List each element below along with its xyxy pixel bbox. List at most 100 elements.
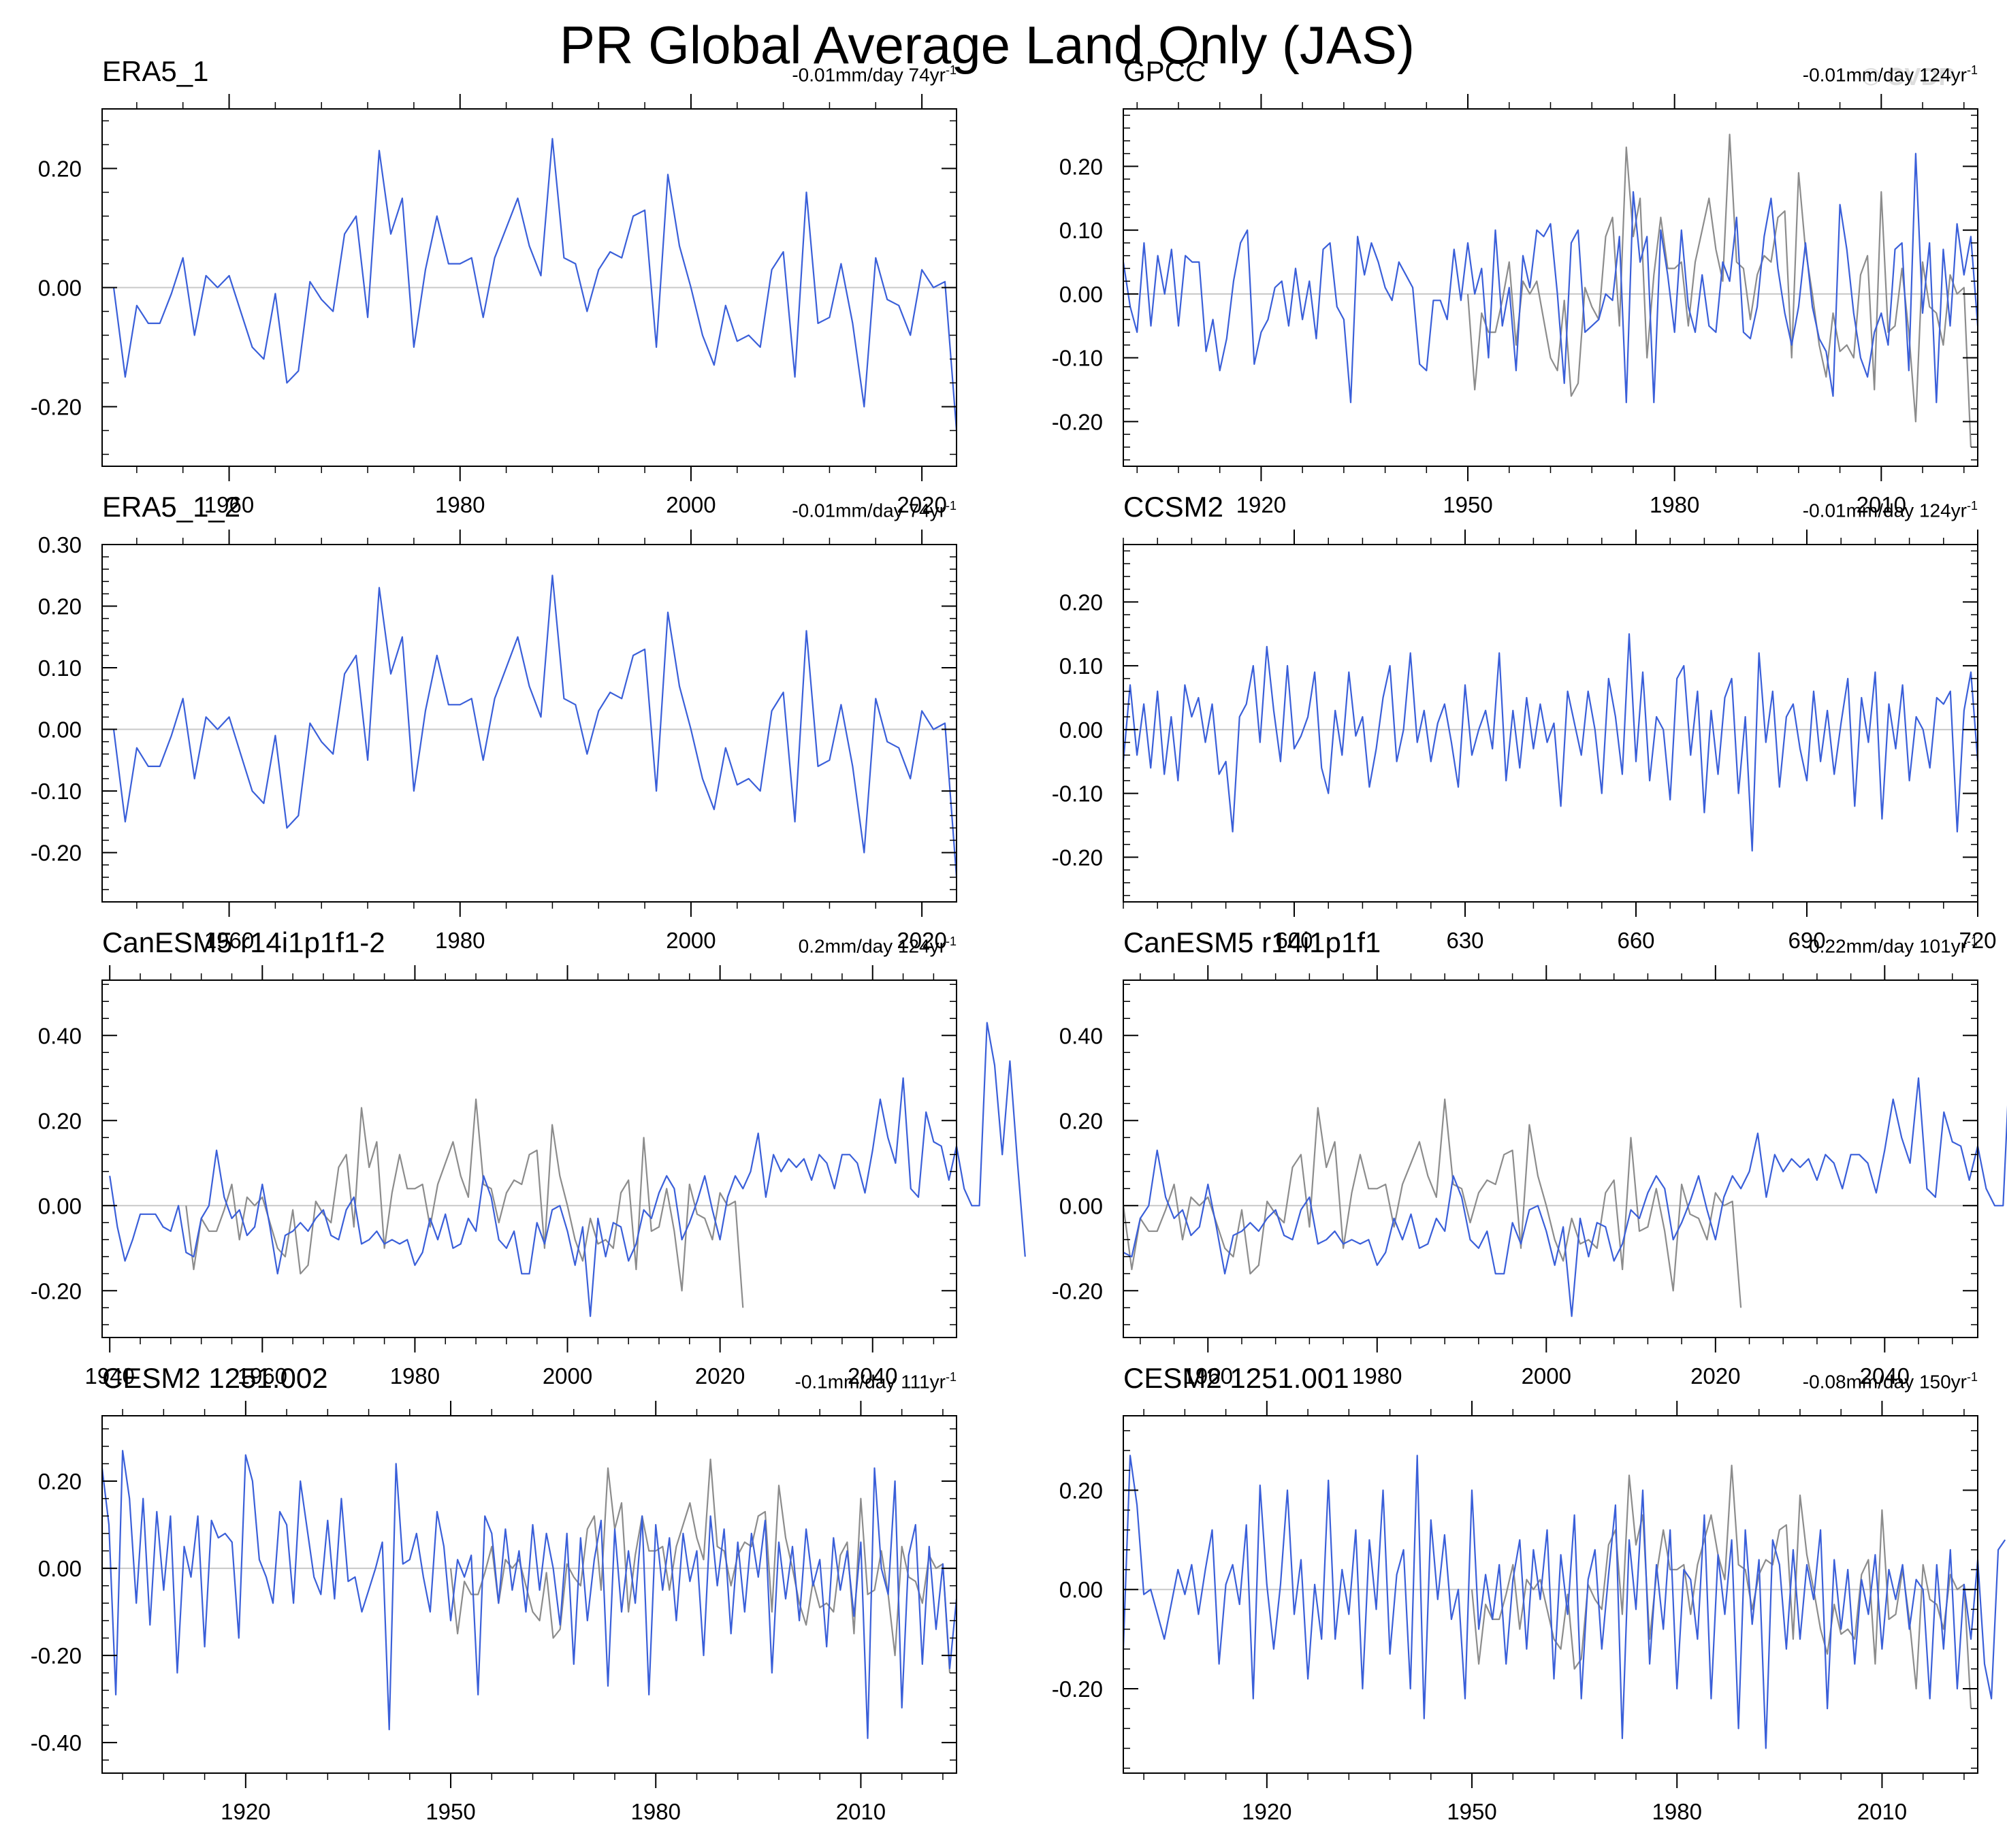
y-tick-label: 0.00 — [1059, 1193, 1103, 1218]
x-tick-label: 2000 — [543, 1363, 592, 1389]
x-tick-label: 2020 — [1690, 1363, 1740, 1389]
x-tick-label: 2020 — [897, 492, 946, 517]
y-tick-label: 0.00 — [38, 717, 82, 743]
x-tick-label: 1980 — [631, 1799, 681, 1824]
trend-value: -0.01mm/day 74yr — [792, 64, 946, 86]
panel-cesm2-1251-001: CESM2 1251.001 -0.08mm/day 150yr-1 -0.20 0.… — [1052, 1361, 2006, 1848]
y-tick-label: 0.00 — [1059, 717, 1103, 743]
x-tick-label: 1950 — [426, 1799, 475, 1824]
x-tick-label: 690 — [1788, 928, 1825, 953]
x-tick-label: 1980 — [1650, 492, 1699, 517]
x-tick-label: 660 — [1617, 928, 1654, 953]
x-tick-label: 1980 — [1352, 1363, 1402, 1389]
trend-unit-exponent: -1 — [945, 499, 957, 513]
obs-series-line-era5-reference — [1466, 133, 1972, 447]
trend-unit-exponent: -1 — [1966, 935, 1978, 948]
model-series-line-gpcc — [1122, 152, 1979, 404]
obs-series-line-era5-reference — [1122, 1098, 1742, 1308]
y-tick-label: 0.20 — [1059, 154, 1103, 179]
y-tick-label: 0.00 — [38, 1556, 82, 1581]
x-tick-label: 2040 — [1860, 1363, 1910, 1389]
y-tick-label: 0.00 — [38, 1193, 82, 1218]
watermark: © CVDP — [1862, 63, 1955, 91]
panel-title: ERA5_1_2 — [102, 491, 241, 523]
trend-label: -0.01mm/day 74yr-1 — [792, 59, 957, 86]
panel-title: CanESM5 r14i1p1f1-2 — [102, 926, 385, 958]
trend-unit-exponent: -1 — [945, 1370, 957, 1384]
trend-value: 0.22mm/day 101yr — [1809, 935, 1967, 957]
y-tick-label: 0.20 — [38, 594, 82, 619]
x-tick-label: 1980 — [435, 928, 485, 953]
y-tick-label: 0.20 — [1059, 589, 1103, 615]
y-tick-label: 0.00 — [38, 276, 82, 301]
plot-area: -0.20 0.00 0.20 1960 1980 2000 2020 — [31, 94, 958, 517]
obs-series-line-era5-reference — [449, 1458, 951, 1673]
x-tick-label: 1920 — [1236, 492, 1286, 517]
panel-cesm2-1251-002: CESM2 1251.002 -0.1mm/day 111yr-1 -0.40 -0.… — [31, 1361, 958, 1848]
trend-unit-exponent: -1 — [945, 935, 957, 948]
panel-title: CanESM5 r14i1p1f1 — [1123, 926, 1381, 958]
y-tick-label: -0.20 — [31, 1278, 82, 1303]
page-title: PR Global Average Land Only (JAS) — [560, 15, 1415, 75]
x-tick-label: 1920 — [221, 1799, 270, 1824]
x-tick-label: 1950 — [1443, 492, 1492, 517]
x-tick-label: 1950 — [1447, 1799, 1496, 1824]
trend-label: -0.01mm/day 74yr-1 — [792, 494, 957, 522]
x-tick-label: 2020 — [897, 928, 946, 953]
trend-value: -0.1mm/day 111yr — [794, 1371, 946, 1393]
x-tick-label: 2010 — [836, 1799, 886, 1824]
y-tick-label: -0.10 — [1052, 781, 1103, 807]
y-tick-label: -0.20 — [31, 841, 82, 866]
trend-unit-exponent: -1 — [1966, 1370, 1978, 1384]
x-tick-label: 2010 — [1857, 1799, 1907, 1824]
trend-value: -0.01mm/day 124yr — [1802, 64, 1967, 86]
model-series-line-canesm5-r14i1p1f1 — [1123, 1077, 2007, 1317]
x-tick-label: 1980 — [1652, 1799, 1702, 1824]
x-tick-label: 1940 — [84, 1363, 134, 1389]
plot-frame — [101, 544, 957, 903]
plot-area: -0.20 -0.10 0.00 0.10 0.20 1920 1950 1980 2010 — [1052, 94, 1979, 517]
trend-label: -0.08mm/day 150yr-1 — [1803, 1365, 1978, 1393]
x-tick-label: 600 — [1275, 928, 1313, 953]
y-tick-label: -0.10 — [31, 779, 82, 804]
y-tick-label: -0.20 — [31, 395, 82, 420]
model-series-line-canesm5-r14i1p1f1-2 — [109, 1022, 1026, 1317]
plot-area: -0.20 -0.10 0.00 0.10 0.20 600 630 660 690 720 — [1052, 530, 1997, 953]
plot-area: -0.20 0.00 0.20 0.40 1960 1980 2000 2020 2040 — [1052, 965, 2007, 1389]
trend-value: -0.01mm/day 74yr — [792, 500, 946, 521]
y-tick-label: 0.20 — [38, 1108, 82, 1133]
panel-ccsm2: CCSM2 -0.01mm/day 124yr-1 -0.20 -0.10 0.00 0.… — [1052, 490, 1997, 977]
model-series-line-cesm2-1251-001 — [1122, 1455, 2006, 1749]
x-tick-label: 1980 — [435, 492, 485, 517]
trend-unit-exponent: -1 — [1966, 499, 1978, 513]
obs-series-line-era5-reference — [185, 1098, 744, 1308]
panel-title: CESM2 1251.002 — [102, 1362, 328, 1394]
plot-frame — [1123, 544, 1978, 903]
y-tick-label: 0.20 — [1059, 1108, 1103, 1133]
plot-frame — [101, 1415, 957, 1774]
y-tick-label: -0.20 — [31, 1643, 82, 1668]
x-tick-label: 2000 — [666, 492, 716, 517]
x-tick-label: 2040 — [848, 1363, 897, 1389]
y-tick-label: 0.20 — [1059, 1478, 1103, 1503]
panel-title: CESM2 1251.001 — [1123, 1362, 1349, 1394]
trend-label: -0.01mm/day 124yr-1 — [1803, 59, 1978, 86]
x-tick-label: 1960 — [1183, 1363, 1233, 1389]
plot-area: -0.20 -0.10 0.00 0.10 0.20 0.30 1960 1980 2000 20… — [31, 530, 958, 953]
x-tick-label: 630 — [1446, 928, 1483, 953]
plot-frame — [1123, 979, 1978, 1338]
trend-label: -0.1mm/day 111yr-1 — [795, 1365, 957, 1393]
y-tick-label: -0.20 — [1052, 409, 1103, 434]
y-tick-label: 0.40 — [38, 1023, 82, 1048]
plot-area: -0.20 0.00 0.20 1920 1950 1980 2010 — [1052, 1401, 2006, 1824]
x-tick-label: 1920 — [1242, 1799, 1291, 1824]
y-tick-label: 0.20 — [38, 157, 82, 182]
model-series-line-era5-1 — [112, 137, 958, 431]
y-tick-label: 0.00 — [1059, 282, 1103, 307]
y-tick-label: -0.20 — [1052, 845, 1103, 870]
panel-canesm5-r14i1p1f1: CanESM5 r14i1p1f1 0.22mm/day 101yr-1 -0.20… — [1052, 926, 2007, 1412]
panel-title: CCSM2 — [1123, 491, 1224, 523]
panel-gpcc: GPCC -0.01mm/day 124yr-1 -0.20 -0.10 0.00 0.1… — [1052, 54, 1979, 541]
plot-frame — [101, 979, 957, 1338]
trend-label: 0.22mm/day 101yr-1 — [1809, 930, 1978, 958]
